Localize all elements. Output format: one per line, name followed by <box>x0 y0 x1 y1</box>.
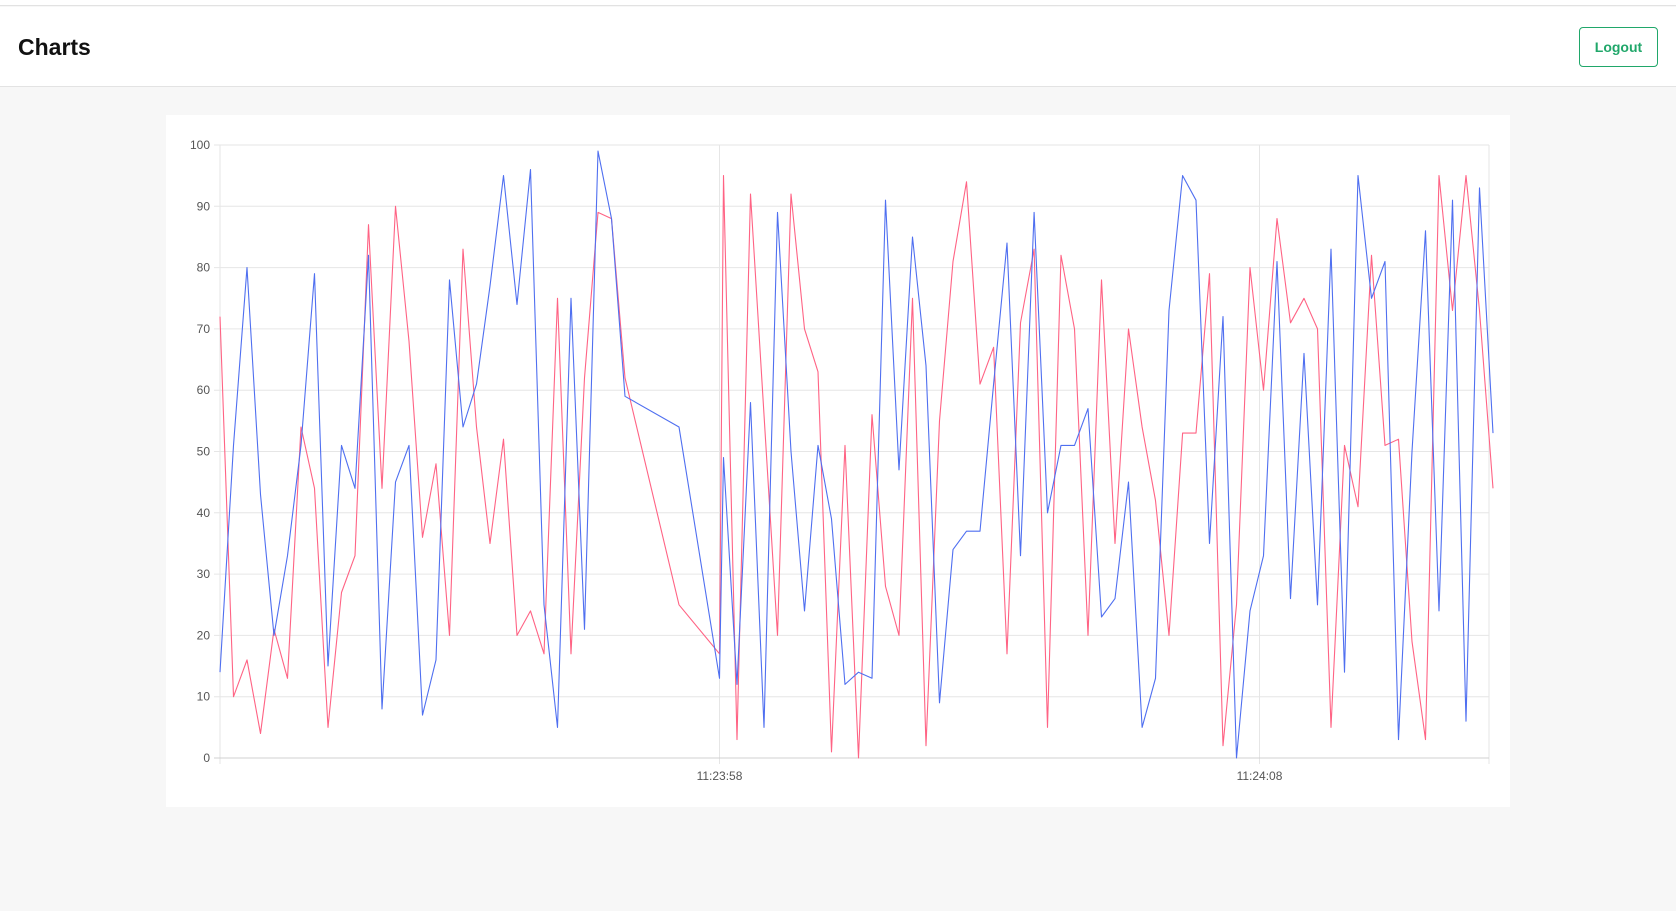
x-tick-label: 11:23:58 <box>697 769 743 783</box>
series-line-2 <box>219 150 1494 759</box>
y-tick-label: 100 <box>190 138 210 152</box>
series-layer <box>219 150 1494 759</box>
line-chart: 0 10 20 30 40 50 60 70 80 90 100 11:23:58 11:24:08 <box>190 138 1494 783</box>
top-rule <box>0 0 1676 6</box>
y-tick-label: 80 <box>197 261 211 275</box>
series-line-1 <box>219 175 1494 759</box>
y-tick-label: 50 <box>197 445 211 459</box>
app-header: Charts Logout <box>0 7 1676 87</box>
y-tick-label: 0 <box>203 751 210 765</box>
y-tick-label: 90 <box>197 199 211 213</box>
y-tick-label: 60 <box>197 383 211 397</box>
y-tick-label: 10 <box>197 690 211 704</box>
x-tick-label: 11:24:08 <box>1237 769 1283 783</box>
y-tick-label: 20 <box>197 628 211 642</box>
chart-card: 0 10 20 30 40 50 60 70 80 90 100 11:23:58 11:24:08 <box>166 115 1510 807</box>
y-tick-label: 40 <box>197 506 211 520</box>
logout-button[interactable]: Logout <box>1579 27 1658 67</box>
axis-layer: 0 10 20 30 40 50 60 70 80 90 100 11:23:58 11:24:08 <box>190 138 1489 783</box>
y-tick-label: 30 <box>197 567 211 581</box>
page-title: Charts <box>18 34 91 60</box>
y-tick-label: 70 <box>197 322 211 336</box>
